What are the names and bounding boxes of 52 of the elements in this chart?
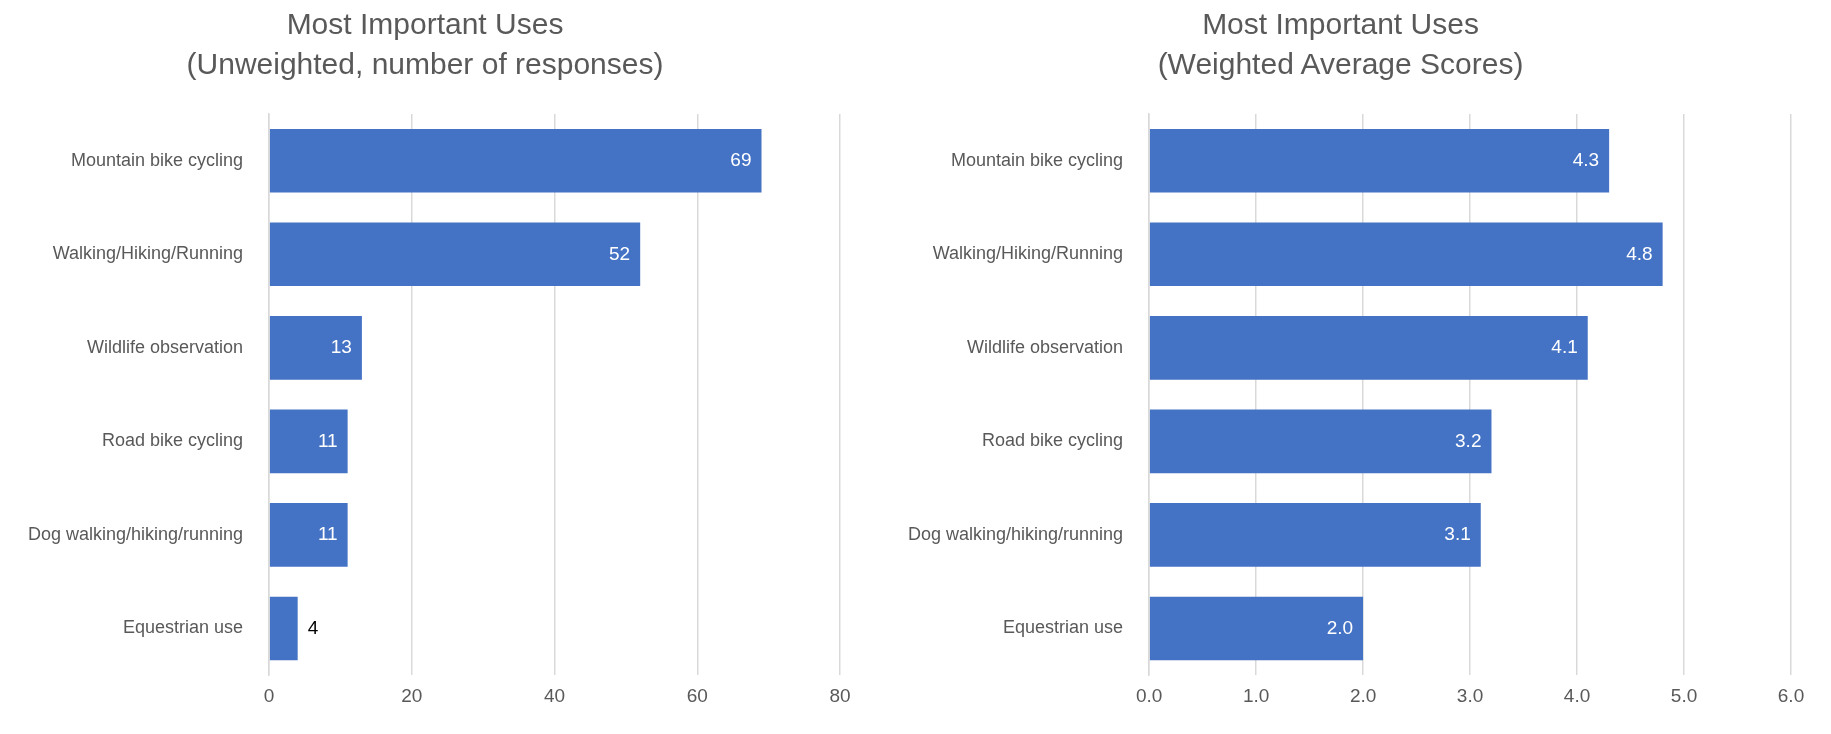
x-tick-label: 1.0 xyxy=(1242,684,1270,706)
chart-title: Most Important Uses xyxy=(1202,7,1479,41)
x-tick-label: 3.0 xyxy=(1456,684,1484,706)
chart-subtitle: (Weighted Average Scores) xyxy=(1157,47,1524,81)
x-tick-label: 20 xyxy=(401,684,423,706)
data-label: 3.1 xyxy=(1444,523,1471,545)
bar xyxy=(1149,596,1364,661)
data-label: 4.3 xyxy=(1572,149,1600,170)
y-tick-label: Mountain bike cycling xyxy=(951,149,1124,170)
bar xyxy=(269,128,762,193)
x-tick-label: 60 xyxy=(686,684,708,706)
y-tick-label: Dog walking/hiking/running xyxy=(27,523,244,544)
y-tick-label: Road bike cycling xyxy=(102,430,244,451)
data-label: 3.2 xyxy=(1455,429,1482,451)
data-label: 4.8 xyxy=(1626,242,1653,264)
bar xyxy=(269,222,641,287)
data-label: 4.1 xyxy=(1551,336,1578,358)
bar xyxy=(1149,316,1588,380)
bar xyxy=(269,596,298,661)
bar xyxy=(1149,409,1492,474)
y-tick-label: Equestrian use xyxy=(1003,617,1124,638)
x-tick-label: 0.0 xyxy=(1135,684,1163,706)
x-tick-label: 4.0 xyxy=(1563,684,1591,706)
data-label: 2.0 xyxy=(1326,616,1354,638)
x-tick-label: 5.0 xyxy=(1670,684,1698,706)
data-label: 69 xyxy=(730,149,752,170)
x-tick-label: 2.0 xyxy=(1349,684,1377,706)
data-label: 13 xyxy=(330,336,352,358)
bar xyxy=(269,316,362,380)
y-tick-label: Walking/Hiking/Running xyxy=(932,243,1124,264)
data-label: 11 xyxy=(317,523,338,545)
bar xyxy=(1149,128,1610,193)
chart-subtitle: (Unweighted, number of responses) xyxy=(186,47,664,81)
y-tick-label: Road bike cycling xyxy=(982,430,1124,451)
bar xyxy=(269,503,348,567)
bar xyxy=(1149,503,1481,567)
data-label: 11 xyxy=(317,429,338,451)
y-tick-label: Mountain bike cycling xyxy=(71,149,244,170)
y-tick-label: Walking/Hiking/Running xyxy=(52,243,244,264)
bar xyxy=(269,409,348,474)
y-tick-label: Equestrian use xyxy=(123,617,244,638)
x-tick-label: 6.0 xyxy=(1777,684,1805,706)
y-tick-label: Wildlife observation xyxy=(87,336,244,357)
bar xyxy=(1149,222,1663,287)
chart-title: Most Important Uses xyxy=(286,7,564,41)
x-tick-label: 80 xyxy=(829,684,851,706)
y-tick-label: Dog walking/hiking/running xyxy=(907,523,1124,544)
data-label: 4 xyxy=(307,616,319,638)
x-tick-label: 40 xyxy=(543,684,566,706)
data-label: 52 xyxy=(609,242,631,264)
y-tick-label: Wildlife observation xyxy=(967,336,1124,357)
x-tick-label: 0 xyxy=(263,684,275,706)
